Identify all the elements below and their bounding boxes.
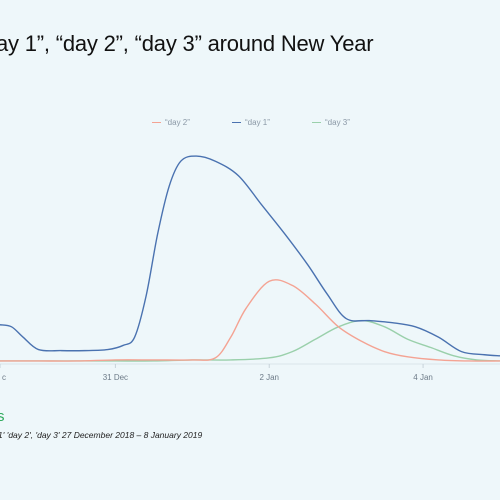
- x-tick-label: 4 Jan: [413, 373, 433, 382]
- chart-title: ay 1”, “day 2”, “day 3” around New Year: [0, 31, 374, 56]
- legend-swatch-day-1: [232, 121, 241, 124]
- x-tick-label: c: [2, 373, 6, 382]
- chart-subtitle: 1' 'day 2', 'day 3' 27 December 2018 – 8…: [0, 430, 203, 440]
- x-tick-label: 2 Jan: [259, 373, 279, 382]
- series-line-day-1: [0, 155, 500, 357]
- series-line-day-2: [0, 279, 500, 362]
- legend-item-day-2[interactable]: “day 2”: [152, 118, 190, 127]
- legend-label-day-1: “day 1”: [245, 118, 270, 127]
- x-tick-label: 31 Dec: [103, 373, 128, 382]
- legend-label-day-3: “day 3”: [325, 118, 350, 127]
- legend-label-day-2: “day 2”: [165, 118, 190, 127]
- chart-legend: “day 2” “day 1” “day 3”: [0, 118, 500, 132]
- source-label: s: [0, 408, 5, 425]
- legend-item-day-3[interactable]: “day 3”: [312, 118, 350, 127]
- legend-swatch-day-3: [312, 121, 321, 124]
- legend-swatch-day-2: [152, 121, 161, 124]
- series-line-day-3: [0, 319, 500, 362]
- legend-item-day-1[interactable]: “day 1”: [232, 118, 270, 127]
